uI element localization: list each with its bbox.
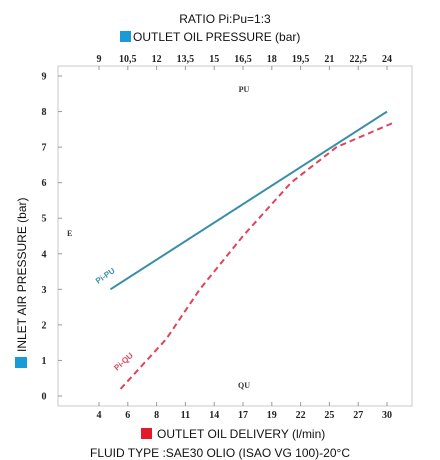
footer-fluid-type: FLUID TYPE :SAE30 OLIO (ISAO VG 100)-20°… xyxy=(90,446,350,460)
bottom-axis-ticks: 4 6 8 11 14 17 19 22 25 27 30 xyxy=(97,402,392,421)
top-tick-label: 15 xyxy=(209,54,219,65)
top-tick-label: 19,5 xyxy=(292,54,310,65)
bottom-tick-label: 30 xyxy=(382,410,392,421)
y-tick-label: 9 xyxy=(42,72,47,83)
top-tick-label: 22,5 xyxy=(349,54,367,65)
top-tick-label: 13,5 xyxy=(177,54,195,65)
bottom-tick-label: 22 xyxy=(296,410,306,421)
top-axis-label: OUTLET OIL PRESSURE (bar) xyxy=(133,30,300,44)
bottom-tick-label: 27 xyxy=(353,410,363,421)
top-tick-label: 10,5 xyxy=(119,54,137,65)
top-tick-label: 9 xyxy=(97,54,102,65)
y-tick-label: 7 xyxy=(42,143,47,154)
y-tick-label: 6 xyxy=(42,178,47,189)
y-tick-label: 5 xyxy=(42,214,47,225)
y-axis-ticks: 0 1 2 3 4 5 6 7 8 9 xyxy=(42,72,62,403)
plot-frame xyxy=(57,65,413,407)
top-tick-label: 18 xyxy=(267,54,277,65)
y-axis-label: INLET AIR PRESSURE (bar) xyxy=(15,198,29,353)
bottom-tick-label: 19 xyxy=(267,410,277,421)
bottom-tick-label: 11 xyxy=(181,410,190,421)
bottom-tick-label: 8 xyxy=(154,410,159,421)
series-layer xyxy=(109,110,396,390)
bottom-tick-label: 14 xyxy=(209,410,219,421)
series-line-pi-qu xyxy=(119,121,396,390)
series-label-pi-qu: Pi-QU xyxy=(112,351,135,373)
y-tick-label: 1 xyxy=(42,356,47,367)
top-tick-label: 21 xyxy=(324,54,334,65)
bottom-tick-label: 6 xyxy=(125,410,130,421)
qu-annotation: QU xyxy=(238,381,250,390)
y-tick-label: 2 xyxy=(42,320,47,331)
top-axis-ticks: 9 10,5 12 13,5 15 16,5 18 19,5 21 22,5 24 xyxy=(97,54,392,70)
series-line-pi-pu xyxy=(109,110,388,291)
chart-title: RATIO Pi:Pu=1:3 xyxy=(179,12,271,26)
top-tick-label: 16,5 xyxy=(234,54,252,65)
y-tick-label: 3 xyxy=(42,285,47,296)
bottom-tick-label: 4 xyxy=(97,410,102,421)
side-annotation: E xyxy=(67,229,72,238)
y-tick-label: 8 xyxy=(42,107,47,118)
bottom-tick-label: 25 xyxy=(324,410,334,421)
pu-annotation: PU xyxy=(239,85,250,94)
top-axis-legend-swatch xyxy=(120,31,131,42)
top-tick-label: 12 xyxy=(152,54,162,65)
bottom-axis-label: OUTLET OIL DELIVERY (l/min) xyxy=(157,427,325,441)
series-label-pi-pu: Pi-PU xyxy=(94,266,117,286)
y-tick-label: 4 xyxy=(42,249,47,260)
bottom-axis-legend-swatch xyxy=(141,428,152,439)
bottom-tick-label: 17 xyxy=(238,410,248,421)
y-tick-label: 0 xyxy=(42,392,47,403)
top-tick-label: 24 xyxy=(382,54,392,65)
y-axis-legend-swatch xyxy=(15,357,27,368)
